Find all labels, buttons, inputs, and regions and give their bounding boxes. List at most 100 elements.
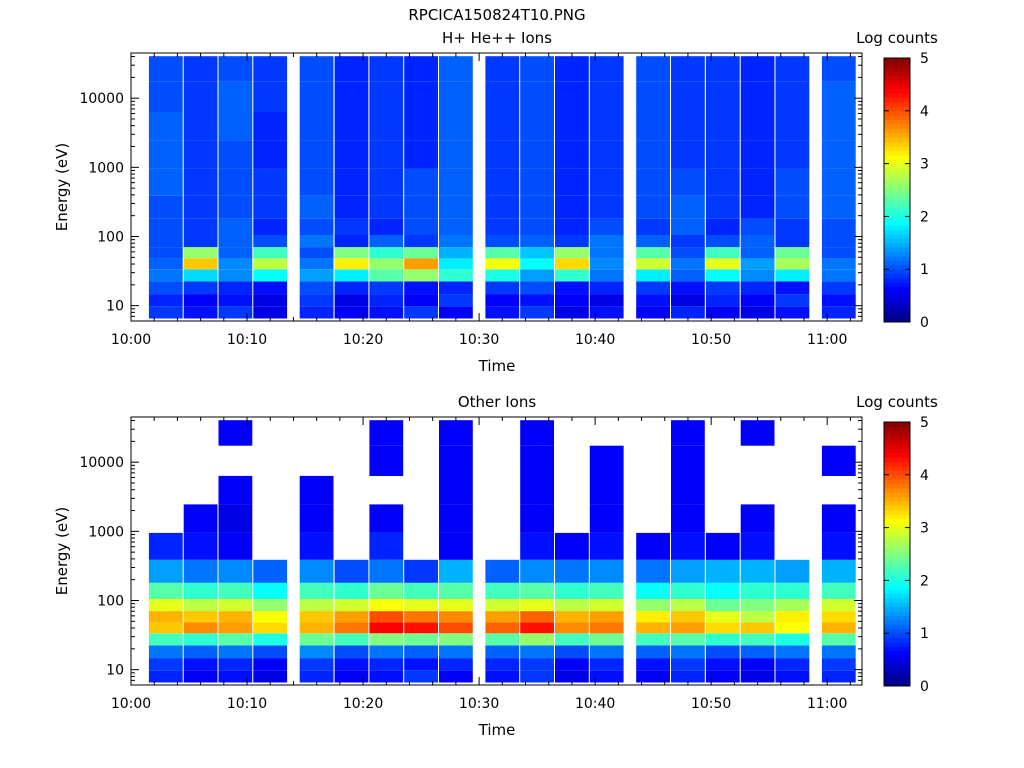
heatmap-cell (148, 306, 183, 319)
heatmap-cell (183, 559, 218, 583)
heatmap-cell (334, 611, 369, 623)
heatmap-cell (218, 645, 253, 659)
heatmap-cell (485, 56, 520, 82)
colorbar-segment (884, 264, 910, 270)
heatmap-cell (821, 247, 856, 259)
heatmap-cell (636, 532, 670, 560)
heatmap-cell (520, 111, 554, 141)
colorbar-segment (884, 514, 910, 520)
heatmap-cell (404, 633, 438, 646)
heatmap-cell (705, 195, 740, 219)
colorbar-segment (884, 488, 910, 493)
heatmap-cell (404, 306, 438, 319)
heatmap-cell (334, 582, 369, 599)
heatmap-cell (485, 622, 520, 634)
heatmap-cell (299, 633, 334, 646)
heatmap-cell (299, 582, 334, 599)
heatmap-cell (821, 670, 856, 683)
heatmap-cell (636, 195, 670, 219)
heatmap-cell (555, 56, 589, 82)
heatmap-cell (299, 281, 334, 295)
heatmap-cell (369, 258, 404, 270)
colorbar-segment (884, 611, 910, 616)
heatmap-cell (299, 56, 334, 82)
colorbar-segment (884, 580, 910, 586)
heatmap-cell (520, 633, 554, 646)
heatmap-cell (148, 622, 183, 634)
heatmap-cell (775, 611, 810, 623)
heatmap-cell (253, 611, 288, 623)
colorbar-tick-label: 5 (920, 415, 929, 431)
heatmap-cell (183, 645, 218, 659)
heatmap-cell (671, 633, 705, 646)
heatmap-cell (589, 582, 624, 599)
heatmap-cell (439, 195, 473, 219)
heatmap-cell (671, 235, 705, 248)
colorbar-segment (884, 300, 910, 305)
heatmap-cell (218, 622, 253, 634)
heatmap-cell (369, 140, 404, 169)
heatmap-cell (218, 582, 253, 599)
heatmap-cell (636, 611, 670, 623)
heatmap-cell (299, 599, 334, 612)
colorbar-segment (884, 681, 910, 687)
heatmap-cell (218, 504, 253, 533)
heatmap-cell (740, 247, 775, 259)
heatmap-cell (439, 658, 473, 671)
heatmap-cell (334, 218, 369, 235)
heatmap-cell (520, 582, 554, 599)
heatmap-cell (555, 582, 589, 599)
colorbar-segment (884, 124, 910, 129)
heatmap-cell (485, 633, 520, 646)
heatmap-cell (253, 658, 288, 671)
colorbar-segment (884, 225, 910, 230)
x-tick-label: 11:00 (807, 332, 847, 348)
heatmap-cell (404, 247, 438, 259)
colorbar-segment (884, 606, 910, 612)
heatmap-cell (740, 633, 775, 646)
heatmap-cell (589, 235, 624, 248)
heatmap-cell (148, 140, 183, 169)
heatmap-cell (253, 645, 288, 659)
heatmap-cell (705, 633, 740, 646)
heatmap-cell (253, 140, 288, 169)
heatmap-cell (636, 670, 670, 683)
heatmap-cell (148, 247, 183, 259)
y-tick-label: 10 (106, 299, 124, 315)
heatmap-cell (183, 670, 218, 683)
heatmap-cell (740, 306, 775, 319)
heatmap-cell (671, 111, 705, 141)
heatmap-cell (299, 294, 334, 307)
heatmap-cell (334, 81, 369, 112)
heatmap-cell (334, 645, 369, 659)
colorbar-segment (884, 558, 910, 564)
colorbar-segment (884, 545, 910, 550)
x-tick-label: 10:50 (691, 332, 731, 348)
heatmap-cell (520, 247, 554, 259)
heatmap-cell (299, 218, 334, 235)
heatmap-cell (671, 532, 705, 560)
heatmap-cell (404, 622, 438, 634)
heatmap-cell (485, 195, 520, 219)
heatmap-cell (821, 658, 856, 671)
colorbar-segment (884, 672, 910, 678)
heatmap-cell (334, 306, 369, 319)
heatmap-cell (520, 420, 554, 446)
heatmap-cell (555, 633, 589, 646)
heatmap-cell (740, 81, 775, 112)
colorbar-segment (884, 637, 910, 643)
heatmap-cell (299, 140, 334, 169)
heatmap-cell (589, 269, 624, 282)
colorbar-segment (884, 598, 910, 603)
heatmap-cell (485, 281, 520, 295)
heatmap-cell (775, 168, 810, 196)
colorbar-segment (884, 106, 910, 112)
heatmap-cell (740, 645, 775, 659)
colorbar-segment (884, 527, 910, 533)
heatmap-cell (821, 281, 856, 295)
heatmap-cell (740, 532, 775, 560)
colorbar-segment (884, 291, 910, 296)
heatmap-cell (775, 258, 810, 270)
heatmap-cell (636, 218, 670, 235)
y-axis: 10 100 1000 10000 (79, 420, 862, 686)
